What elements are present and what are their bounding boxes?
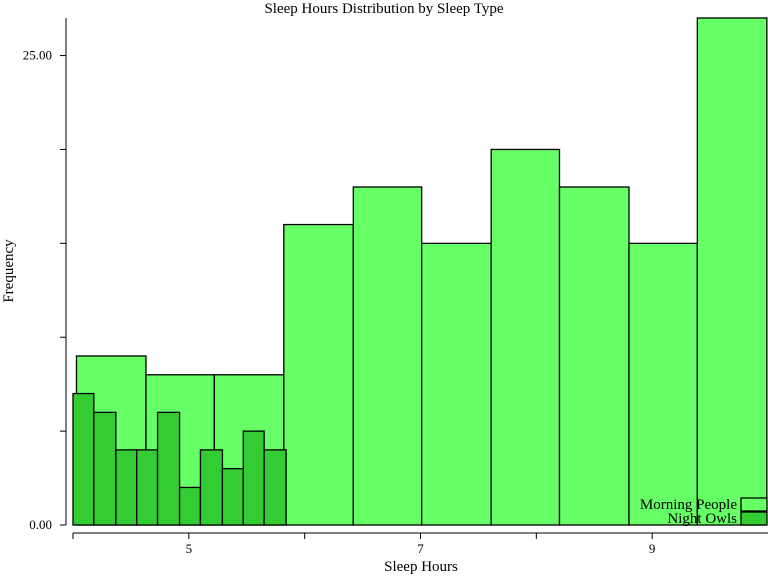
x-tick-label-9: 9 (649, 541, 656, 556)
bar-night-owls-1 (93, 411, 117, 526)
legend-label-night-owls: Night Owls (667, 511, 737, 527)
bar-morning-people-3 (283, 223, 354, 526)
bar-morning-people-5 (421, 242, 492, 526)
x-tick-label-7: 7 (417, 541, 424, 556)
y-tick-label-0: 0.00 (29, 517, 52, 532)
bar-morning-people-8 (628, 242, 698, 526)
legend-label-morning-people: Morning People (640, 497, 737, 513)
legend-swatch-night-owls (740, 511, 768, 526)
x-axis-label: Sleep Hours (384, 559, 458, 575)
bar-night-owls-0 (72, 392, 95, 526)
y-axis-label: Frequency (1, 239, 17, 303)
bar-night-owls-6 (199, 449, 224, 526)
axes-layer: 0.00 25.00 5 7 9 (23, 18, 768, 556)
x-tick-label-5: 5 (186, 541, 193, 556)
legend-swatch-morning-people (740, 497, 768, 512)
bar-night-owls-4 (156, 411, 181, 526)
bar-morning-people-7 (558, 186, 630, 526)
bar-night-owls-8 (242, 430, 265, 526)
bar-night-owls-2 (115, 449, 138, 526)
bar-night-owls-5 (178, 486, 202, 526)
bar-night-owls-7 (221, 468, 244, 526)
bars-layer (72, 17, 768, 526)
bar-morning-people-6 (490, 148, 561, 526)
y-tick-label-25: 25.00 (23, 48, 52, 63)
bar-night-owls-9 (263, 449, 287, 526)
bar-morning-people-9 (696, 17, 768, 526)
bar-morning-people-4 (352, 186, 423, 526)
bar-night-owls-3 (136, 449, 159, 526)
chart-title: Sleep Hours Distribution by Sleep Type (264, 1, 503, 17)
